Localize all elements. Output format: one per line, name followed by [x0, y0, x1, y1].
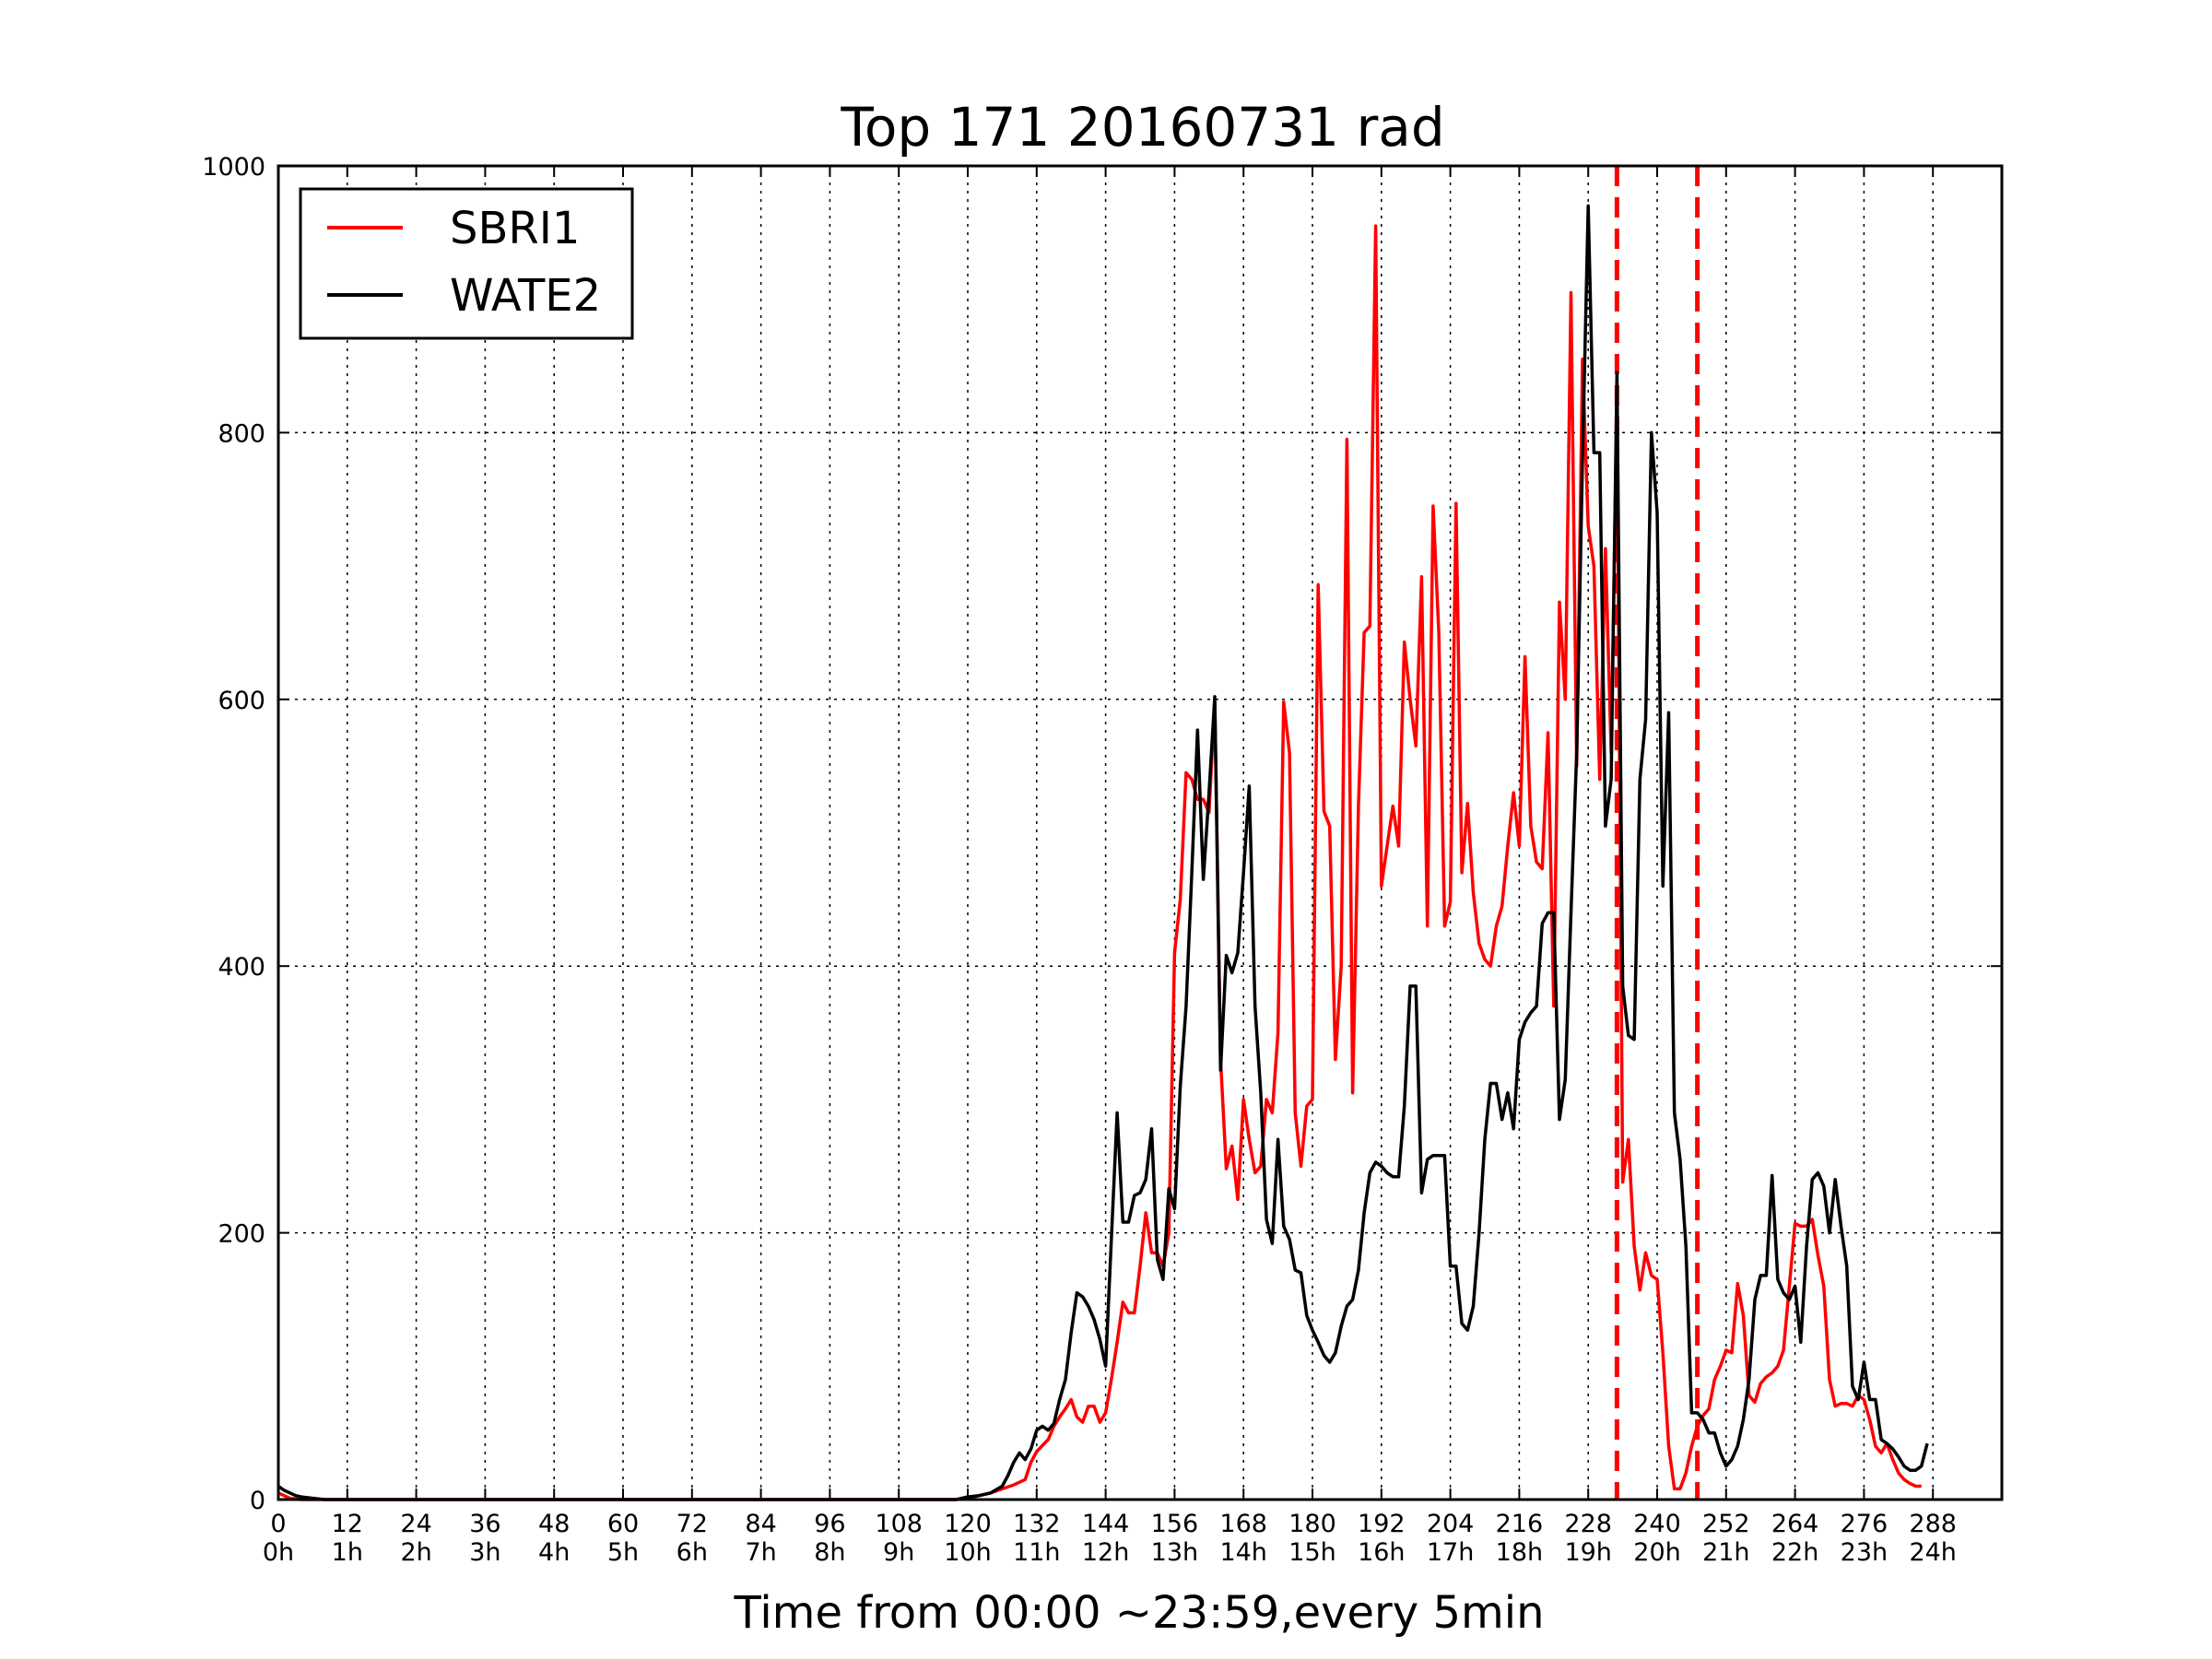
ytick-group: 0 200 400 600 800 1000 [202, 153, 2002, 1515]
grid-group [278, 166, 2002, 1500]
legend: SBRI1 WATE2 [299, 187, 634, 340]
series-group [276, 204, 1929, 1501]
legend-box [299, 187, 634, 340]
x-tick-hour-label: 6h [677, 1538, 708, 1567]
y-tick-label: 1000 [202, 153, 265, 182]
x-tick-label: 48 [538, 1510, 570, 1538]
x-tick-hour-label: 12h [1082, 1538, 1129, 1567]
x-tick-label: 192 [1358, 1510, 1406, 1538]
x-tick-label: 132 [1013, 1510, 1061, 1538]
x-tick-label: 288 [1909, 1510, 1957, 1538]
x-tick-hour-label: 15h [1288, 1538, 1335, 1567]
x-tick-label: 204 [1427, 1510, 1475, 1538]
y-tick-label: 0 [250, 1487, 265, 1515]
y-tick-label: 600 [218, 687, 265, 715]
x-tick-hour-label: 14h [1219, 1538, 1266, 1567]
x-tick-hour-label: 3h [469, 1538, 500, 1567]
x-tick-label: 168 [1219, 1510, 1267, 1538]
x-tick-hour-label: 16h [1358, 1538, 1405, 1567]
x-tick-hour-label: 5h [607, 1538, 639, 1567]
y-tick-label: 800 [218, 419, 265, 448]
x-tick-hour-label: 17h [1427, 1538, 1474, 1567]
x-tick-label: 240 [1633, 1510, 1681, 1538]
x-tick-label: 276 [1841, 1510, 1888, 1538]
x-tick-label: 24 [400, 1510, 431, 1538]
x-tick-hour-label: 1h [332, 1538, 363, 1567]
x-tick-label: 156 [1151, 1510, 1199, 1538]
x-tick-label: 252 [1702, 1510, 1750, 1538]
chart-title: Top 171 20160731 rad [840, 96, 1444, 159]
x-tick-label: 0 [270, 1510, 286, 1538]
x-tick-label: 216 [1496, 1510, 1544, 1538]
x-tick-hour-label: 0h [263, 1538, 294, 1567]
x-tick-hour-label: 21h [1702, 1538, 1749, 1567]
x-tick-hour-label: 22h [1771, 1538, 1818, 1567]
plot-frame [276, 164, 2004, 1501]
x-tick-hour-label: 7h [745, 1538, 776, 1567]
x-tick-label: 228 [1564, 1510, 1612, 1538]
series-line-wate2 [276, 204, 1929, 1501]
x-tick-hour-label: 18h [1496, 1538, 1543, 1567]
x-tick-label: 84 [745, 1510, 776, 1538]
x-tick-hour-label: 10h [944, 1538, 991, 1567]
x-tick-hour-label: 9h [883, 1538, 914, 1567]
y-tick-label: 400 [218, 953, 265, 982]
x-tick-hour-label: 4h [538, 1538, 570, 1567]
x-tick-label: 60 [607, 1510, 639, 1538]
x-tick-hour-label: 24h [1909, 1538, 1956, 1567]
x-tick-label: 96 [814, 1510, 845, 1538]
x-tick-hour-label: 20h [1633, 1538, 1680, 1567]
y-tick-label: 200 [218, 1220, 265, 1249]
x-tick-hour-label: 23h [1841, 1538, 1888, 1567]
x-tick-label: 72 [677, 1510, 708, 1538]
series-line-sbri1 [277, 224, 1922, 1501]
x-axis-label: Time from 00:00 ~23:59,every 5min [734, 1587, 1545, 1639]
legend-label-sbri1: SBRI1 [450, 203, 580, 254]
x-tick-label: 144 [1082, 1510, 1130, 1538]
x-tick-label: 108 [875, 1510, 923, 1538]
x-tick-hour-label: 11h [1013, 1538, 1060, 1567]
x-tick-label: 36 [469, 1510, 500, 1538]
x-tick-label: 264 [1771, 1510, 1819, 1538]
x-tick-label: 120 [944, 1510, 992, 1538]
x-tick-hour-label: 19h [1564, 1538, 1611, 1567]
x-tick-hour-label: 8h [814, 1538, 845, 1567]
x-tick-hour-label: 13h [1151, 1538, 1198, 1567]
x-tick-label: 12 [332, 1510, 363, 1538]
legend-label-wate2: WATE2 [450, 270, 601, 322]
x-tick-label: 180 [1288, 1510, 1336, 1538]
x-tick-hour-label: 2h [400, 1538, 431, 1567]
